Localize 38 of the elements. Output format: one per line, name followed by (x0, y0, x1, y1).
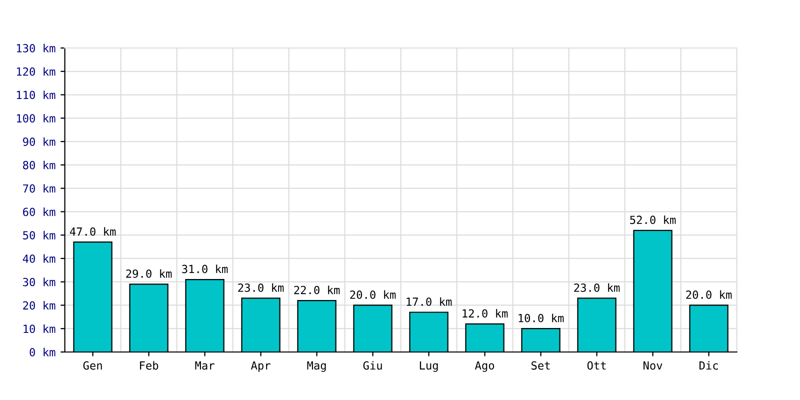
y-tick-label: 60 km (23, 208, 56, 216)
data-label: 20.0 km (686, 290, 732, 299)
x-tick-label: Nov (644, 361, 662, 370)
y-tick-label: 80 km (23, 160, 56, 170)
y-tick-label: 100 km (16, 114, 56, 123)
y-tick-label: 10 km (24, 324, 56, 334)
data-label: 23.0 km (238, 283, 284, 292)
x-tick-label: Ago (474, 361, 494, 372)
y-tick-label: 110 km (16, 90, 56, 100)
y-tick-label: 130 km (16, 44, 56, 52)
y-tick-label: 40 km (22, 254, 56, 263)
y-tick-label: 70 km (23, 184, 56, 193)
data-label: 17.0 km (406, 297, 452, 306)
y-tick-label: 30 km (23, 278, 56, 286)
data-label: 12.0 km (462, 309, 508, 318)
x-tick-label: Dic (700, 361, 718, 370)
x-tick-label: Gen (83, 361, 102, 370)
x-tick-label: Mar (195, 361, 214, 370)
data-label: 10.0 km (518, 314, 564, 322)
x-tick-label: Giu (363, 361, 382, 370)
x-tick-label: Set (532, 361, 550, 370)
data-label: 47.0 km (70, 227, 116, 236)
x-tick-label: Lug (420, 361, 438, 372)
y-tick-label: 90 km (23, 137, 56, 146)
y-tick-label: 120 km (16, 67, 56, 76)
data-label: 23.0 km (574, 283, 620, 292)
x-tick-label: Apr (250, 361, 270, 372)
data-label: 29.0 km (126, 269, 172, 278)
data-label: 20.0 km (350, 290, 396, 299)
data-label: 31.0 km (182, 264, 228, 274)
data-label: 22.0 km (294, 286, 340, 294)
y-tick-label: 20 km (23, 301, 56, 310)
y-tick-label: 0 km (30, 348, 56, 356)
x-tick-label: Mag (307, 361, 326, 372)
y-tick-label: 50 km (23, 230, 56, 240)
data-label: 52.0 km (630, 215, 676, 224)
x-tick-label: Feb (140, 361, 158, 370)
x-tick-label: Ott (587, 361, 606, 370)
